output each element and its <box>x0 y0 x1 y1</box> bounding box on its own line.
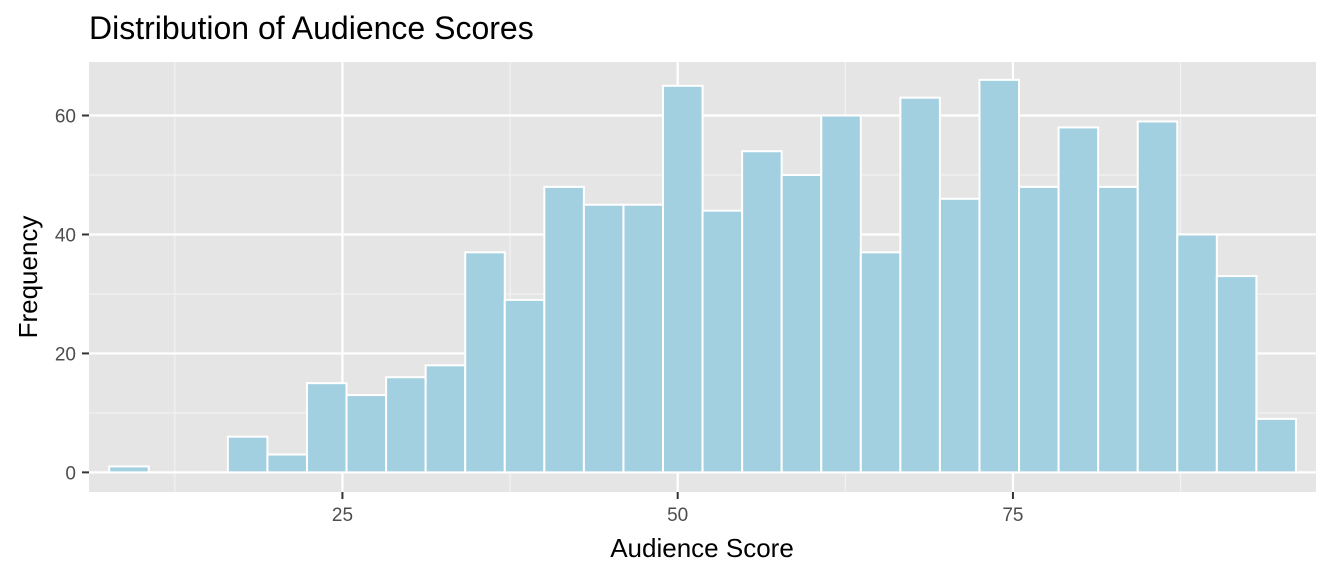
histogram-bar <box>899 96 941 474</box>
histogram-bar <box>582 203 625 474</box>
x-axis-title: Audience Score <box>610 533 794 563</box>
histogram-bar <box>978 78 1021 474</box>
histogram-bar <box>305 382 348 474</box>
histogram-bar <box>1176 233 1218 474</box>
histogram-bar <box>464 251 506 474</box>
histogram-bar <box>859 251 902 474</box>
bars <box>108 78 1297 474</box>
histogram-bar <box>503 298 546 474</box>
histogram-bar <box>622 203 665 474</box>
histogram-bar <box>266 453 308 474</box>
histogram-bar <box>385 376 427 474</box>
y-tick-label: 0 <box>65 463 76 484</box>
y-tick-label: 20 <box>55 344 76 365</box>
histogram-bar <box>1097 185 1139 474</box>
histogram-bar <box>543 185 585 474</box>
histogram-bar <box>820 114 862 474</box>
histogram-bar <box>345 394 388 474</box>
histogram-bar <box>1018 185 1060 474</box>
histogram-bar <box>701 209 744 474</box>
histogram-bar <box>1057 126 1100 474</box>
x-tick-label: 75 <box>1002 505 1023 526</box>
histogram-bar <box>938 197 981 474</box>
histogram-bar <box>780 174 823 474</box>
x-axis: 25 50 75 <box>332 492 1024 526</box>
x-tick-label: 25 <box>332 505 353 526</box>
y-tick-label: 40 <box>55 225 76 246</box>
histogram-bar <box>1215 275 1258 474</box>
y-axis-title: Frequency <box>13 216 43 339</box>
histogram-bar <box>662 84 704 474</box>
histogram-bar <box>108 465 150 474</box>
x-tick-label: 50 <box>667 505 688 526</box>
histogram-bar <box>1255 417 1297 474</box>
y-tick-label: 60 <box>55 107 76 128</box>
histogram-bar <box>741 150 783 474</box>
chart-title: Distribution of Audience Scores <box>89 10 534 46</box>
histogram-bar <box>226 435 269 474</box>
histogram-bar <box>1136 120 1179 474</box>
histogram-bar <box>424 364 467 474</box>
y-axis: 0 20 40 60 <box>55 107 89 484</box>
